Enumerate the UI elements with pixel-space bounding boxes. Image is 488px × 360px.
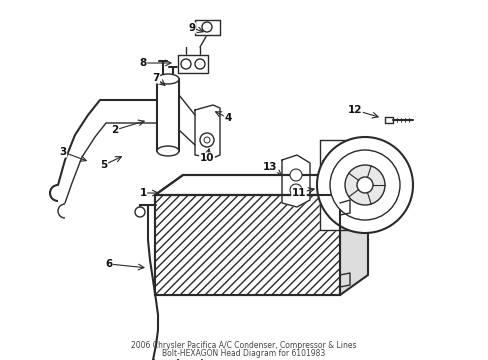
Circle shape: [200, 133, 214, 147]
Circle shape: [329, 150, 399, 220]
Circle shape: [202, 22, 212, 32]
Circle shape: [195, 59, 204, 69]
Circle shape: [316, 137, 412, 233]
Polygon shape: [178, 55, 207, 73]
Text: 5: 5: [100, 160, 107, 170]
Text: 6: 6: [105, 259, 112, 269]
Circle shape: [203, 137, 209, 143]
Polygon shape: [319, 140, 364, 230]
Polygon shape: [339, 175, 367, 295]
Text: 12: 12: [347, 105, 362, 115]
Polygon shape: [282, 155, 309, 207]
Polygon shape: [195, 105, 220, 158]
Ellipse shape: [157, 74, 179, 84]
Text: 2006 Chrysler Pacifica A/C Condenser, Compressor & Lines: 2006 Chrysler Pacifica A/C Condenser, Co…: [131, 342, 356, 351]
Text: 13: 13: [262, 162, 277, 172]
Circle shape: [289, 169, 302, 181]
Text: 9: 9: [188, 23, 195, 33]
Text: Bolt-HEXAGON Head Diagram for 6101983: Bolt-HEXAGON Head Diagram for 6101983: [162, 350, 325, 359]
Text: 3: 3: [59, 147, 66, 157]
Circle shape: [345, 165, 384, 205]
Polygon shape: [155, 175, 367, 195]
Text: 8: 8: [139, 58, 146, 68]
Text: 7: 7: [152, 73, 160, 83]
Polygon shape: [195, 20, 220, 35]
Bar: [157, 79, 179, 151]
Circle shape: [135, 207, 145, 217]
Text: 2: 2: [111, 125, 119, 135]
Circle shape: [181, 59, 191, 69]
Bar: [155, 195, 339, 295]
Bar: [155, 195, 339, 295]
Text: 10: 10: [199, 153, 214, 163]
Text: 4: 4: [224, 113, 231, 123]
Bar: [156, 196, 338, 294]
Text: 1: 1: [139, 188, 146, 198]
Text: 11: 11: [291, 188, 305, 198]
Ellipse shape: [157, 146, 179, 156]
Circle shape: [289, 184, 302, 196]
Circle shape: [356, 177, 372, 193]
